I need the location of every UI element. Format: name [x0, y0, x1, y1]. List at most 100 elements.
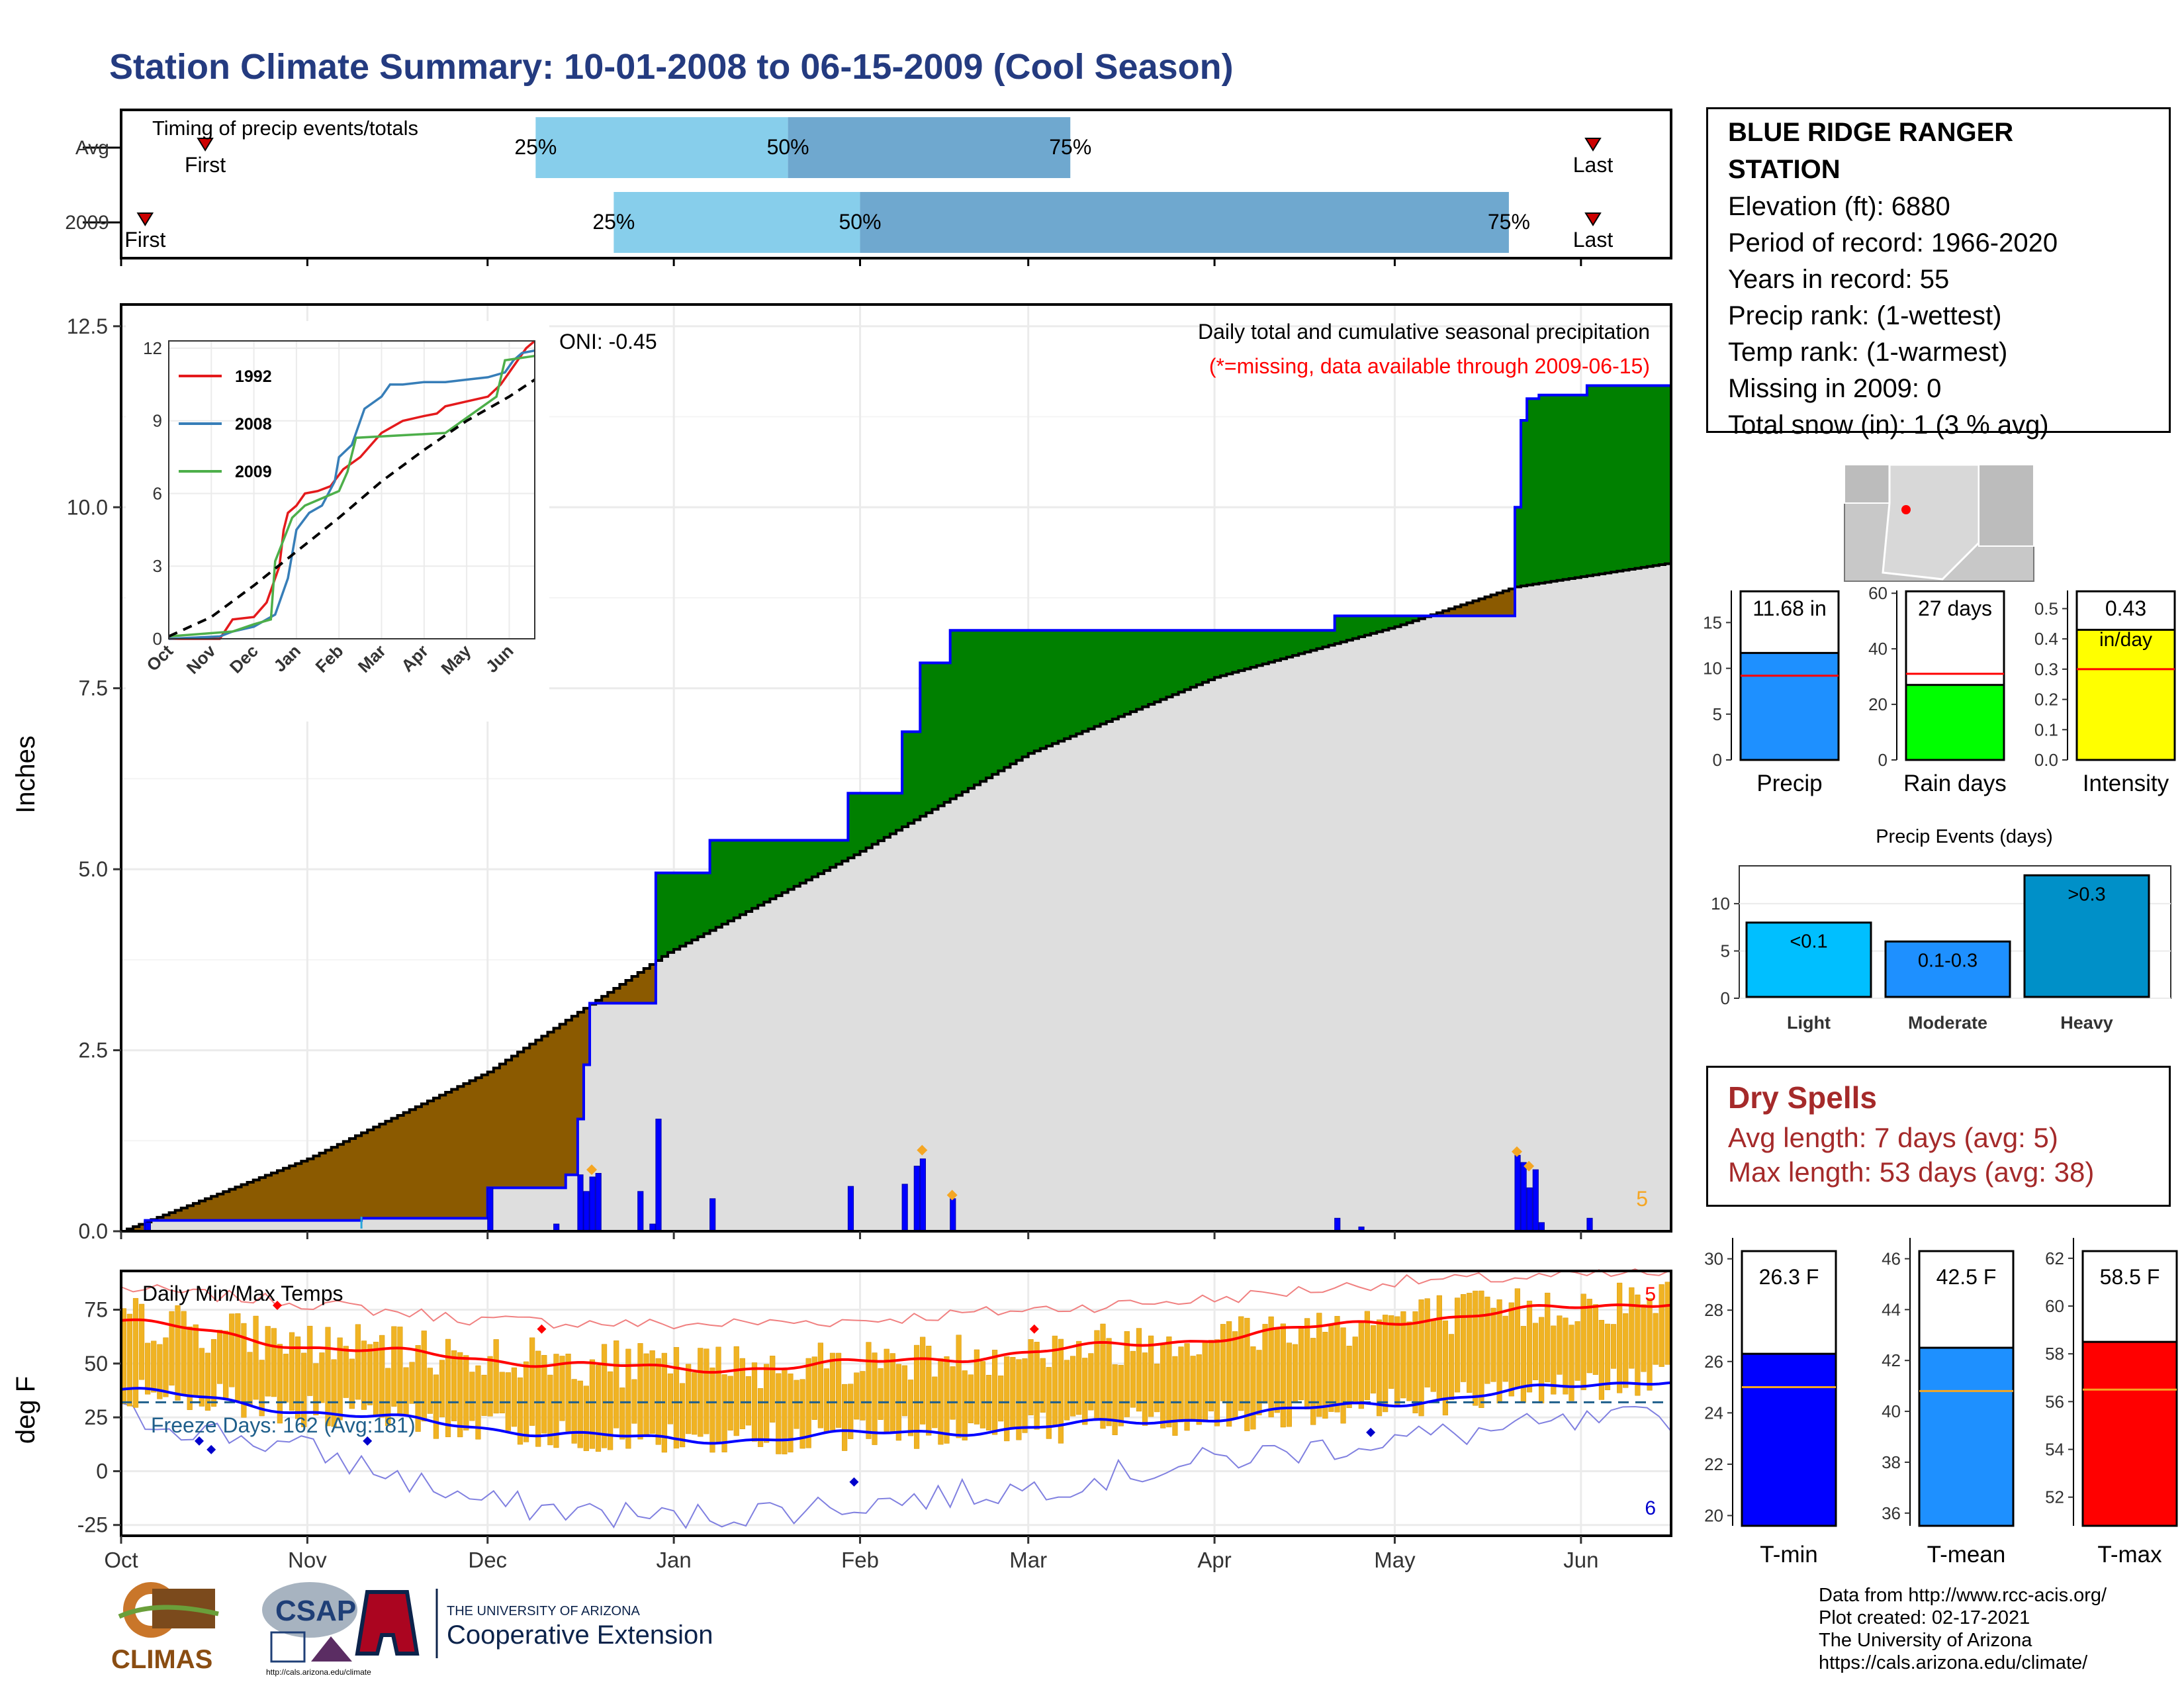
avg_max-line	[120, 1303, 1672, 1374]
dry-spells-max: Max length: 53 days (avg: 38)	[1728, 1156, 2095, 1188]
station-snow: Total snow (in): 1 (3 % avg)	[1728, 410, 2049, 440]
month-tick-label: Oct	[104, 1548, 138, 1572]
station-precip-rank: Precip rank: (1-wettest)	[1728, 301, 2002, 330]
intensity-ytick: 0.5	[2034, 598, 2058, 618]
daily-precip-bar	[595, 1173, 602, 1232]
tmin-ytick: 30	[1704, 1249, 1723, 1269]
events-category-label: Light	[1787, 1013, 1831, 1033]
tmax-ytick: 56	[2045, 1391, 2064, 1411]
ua-line2: Cooperative Extension	[447, 1620, 713, 1650]
temp-corner-max: 5	[1645, 1284, 1656, 1305]
month-tick-label: Apr	[1197, 1548, 1231, 1572]
timing-label-first-Avg: First	[185, 153, 226, 177]
daily-precip-bar	[1514, 1154, 1521, 1232]
station-missing: Missing in 2009: 0	[1728, 374, 1942, 403]
tmean-bar	[1918, 1346, 2015, 1527]
precip-ytick-label: 5.0	[79, 857, 108, 881]
oni-label: ONI: -0.45	[559, 330, 657, 353]
events-category-label: Heavy	[2060, 1013, 2113, 1033]
climas-text: CLIMAS	[111, 1645, 212, 1674]
tmax-ytick: 58	[2045, 1344, 2064, 1364]
events-ytick: 5	[1721, 941, 1730, 961]
daily-precip-bar	[655, 1118, 662, 1232]
rain_days-ytick: 0	[1878, 750, 1888, 770]
precip-bar	[1739, 651, 1840, 761]
timing-marker-last-Avg	[1584, 138, 1602, 152]
credit-url: https://cals.arizona.edu/climate/	[1819, 1652, 2088, 1673]
daily-precip-bar	[637, 1191, 644, 1232]
daily-precip-bar	[583, 1191, 590, 1232]
timing-row-avg-label: Avg	[75, 137, 109, 159]
tmax-ytick: 52	[2045, 1487, 2064, 1507]
precip-events-chart: Precip Events (days) 0 5 10 <0.1 Light 0.1-0.…	[1711, 826, 2171, 1033]
temp-ytick-label: -25	[77, 1513, 108, 1537]
month-tick-label: Mar	[1009, 1548, 1047, 1572]
intensity-bar	[2075, 628, 2176, 761]
month-tick-label: Jun	[1563, 1548, 1598, 1572]
extreme-precip-marker	[946, 1190, 958, 1201]
precip-annotation: Daily total and cumulative seasonal prec…	[1198, 320, 1650, 344]
station-period: Period of record: 1966-2020	[1728, 228, 2058, 258]
tmin-label: T-min	[1760, 1542, 1818, 1568]
month-tick-label: Feb	[841, 1548, 879, 1572]
inset-frame	[168, 340, 535, 639]
inset-ytick-label: 6	[153, 483, 162, 503]
tmean-ytick: 36	[1882, 1503, 1901, 1523]
tmin-bar	[1741, 1352, 1837, 1527]
station-temp-rank: Temp rank: (1-warmest)	[1728, 338, 2008, 367]
timing-iqr-low-Avg	[535, 117, 788, 178]
daily-precip-bar	[1586, 1217, 1593, 1232]
temp-summary-bars: 20 22 24 26 28 30 26.3 F T-min 36 38 40 42 44 46 42.5 …	[1704, 1238, 2178, 1568]
timing-label: Timing of precip events/totals	[152, 117, 418, 140]
freeze-days-label: Freeze Days: 162 (Avg:181)	[151, 1413, 416, 1437]
daily-precip-bar	[487, 1187, 494, 1232]
tmax-ytick: 62	[2045, 1248, 2064, 1268]
daily-precip-bar	[847, 1186, 854, 1232]
tmax-ytick: 54	[2045, 1440, 2064, 1460]
inset-legend-label: 2009	[235, 463, 272, 481]
tmean-ytick: 40	[1882, 1401, 1901, 1421]
rain_days-label: Rain days	[1903, 771, 2007, 796]
tmean-ytick: 46	[1882, 1249, 1901, 1269]
intensity-ytick: 0.1	[2034, 720, 2058, 739]
events-bar-light	[1745, 921, 1872, 998]
events-bar-moderate	[1884, 940, 2011, 998]
rain_days-bar	[1905, 684, 2005, 761]
rain_days-ytick: 40	[1868, 639, 1888, 659]
timing-panel: Avg 2009 25% 50% 75% First Last 25% 50% 75% Firs…	[65, 109, 1672, 266]
inset-ytick-label: 3	[153, 556, 162, 576]
events-bar-label: <0.1	[1790, 931, 1827, 953]
precip-ytick: 15	[1703, 612, 1722, 632]
inset-legend-label: 1992	[235, 367, 272, 386]
tmean-ytick: 38	[1882, 1452, 1901, 1472]
temp-ytick-label: 25	[84, 1405, 108, 1429]
rain_days-ytick: 20	[1868, 694, 1888, 714]
precip-ytick: 5	[1713, 704, 1722, 724]
timing-label-last-2009: Last	[1573, 228, 1614, 252]
credit-plot-date: Plot created: 02-17-2021	[1819, 1607, 2030, 1628]
timing-pct-Avg-0: 25%	[514, 135, 557, 159]
intensity-label: Intensity	[2083, 771, 2169, 796]
temp-record-marker	[849, 1477, 859, 1487]
extreme-precip-marker	[917, 1145, 928, 1156]
inset-ytick-label: 0	[153, 629, 162, 649]
record_min-line	[120, 1402, 1672, 1530]
tmean-ytick: 42	[1882, 1350, 1901, 1370]
tmean-ytick: 44	[1882, 1299, 1901, 1319]
month-tick-label: Nov	[288, 1548, 327, 1572]
tmin-value: 26.3 F	[1759, 1265, 1819, 1289]
daily-precip-bar	[901, 1184, 908, 1232]
precip-ylabel: Inches	[11, 735, 40, 814]
temp-ytick-label: 50	[84, 1352, 108, 1376]
station-name-line1: BLUE RIDGE RANGER	[1728, 118, 2014, 147]
inset-legend-label: 2008	[235, 415, 272, 434]
page-title: Station Climate Summary: 10-01-2008 to 0…	[109, 47, 1234, 87]
station-name-line2: STATION	[1728, 155, 1841, 184]
temp-record-marker	[206, 1444, 216, 1454]
timing-pct-Avg-1: 50%	[767, 135, 809, 159]
inset-series-2009	[168, 354, 535, 638]
ua-logo: THE UNIVERSITY OF ARIZONA Cooperative Ex…	[355, 1589, 713, 1658]
intensity-ytick: 0.4	[2034, 629, 2058, 649]
timing-frame	[120, 109, 1672, 259]
climas-logo: CLIMAS	[111, 1582, 219, 1674]
